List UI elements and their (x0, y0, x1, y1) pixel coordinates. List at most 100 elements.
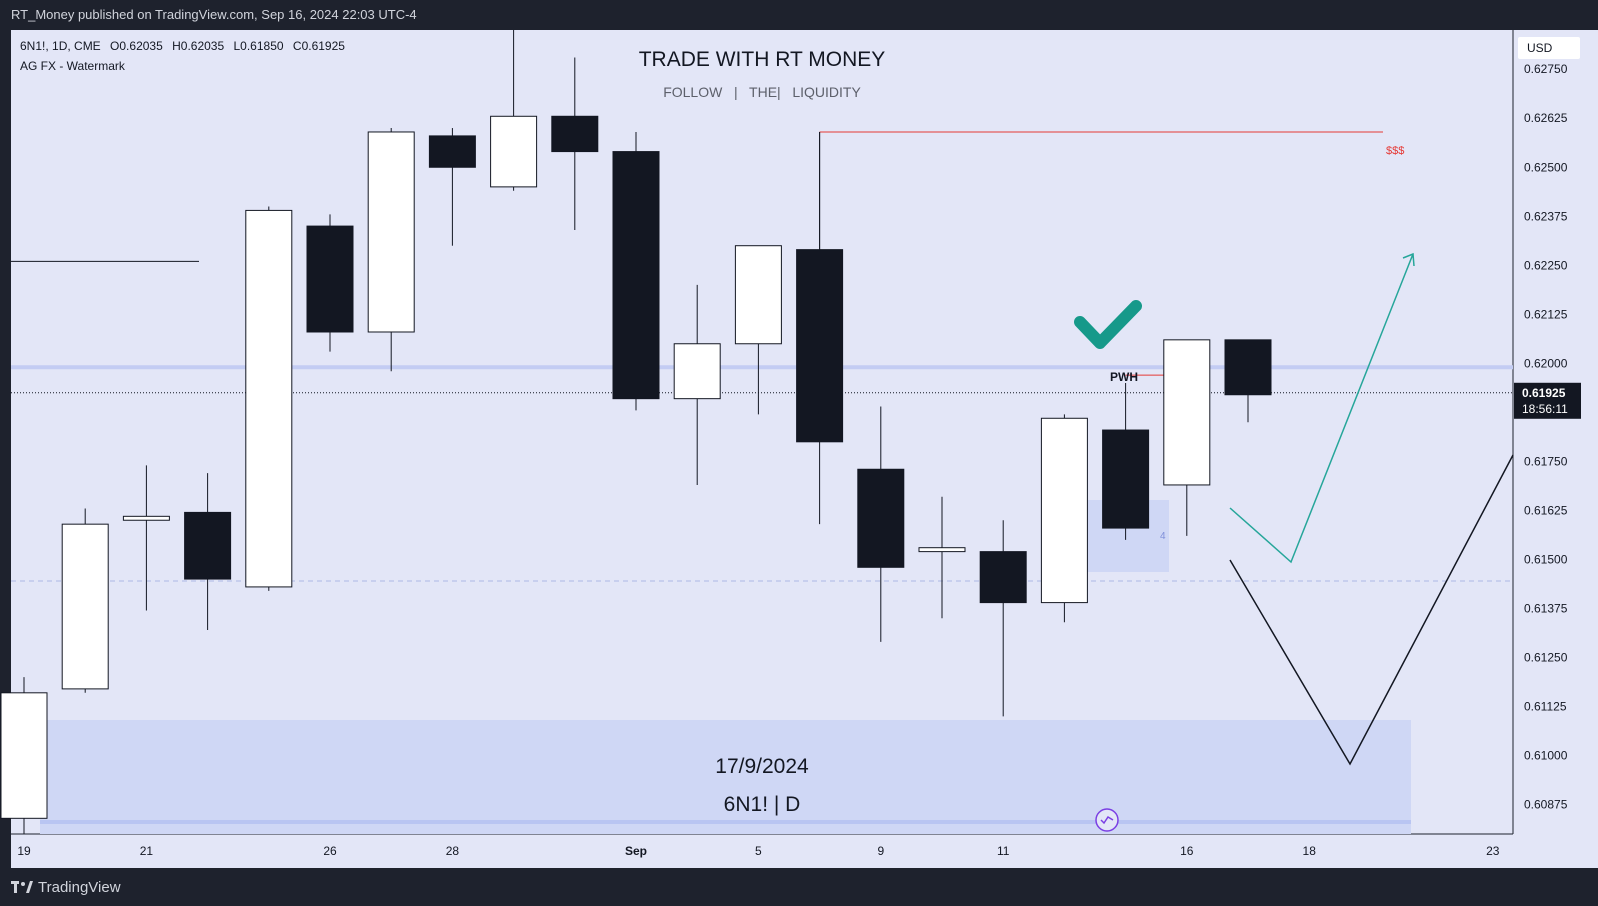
y-tick-label: 0.62375 (1524, 209, 1568, 223)
goto-realtime-icon[interactable] (1095, 808, 1119, 832)
y-tick-label: 0.62750 (1524, 62, 1568, 76)
liquidity-label: $$$ (1386, 145, 1404, 157)
currency-button[interactable]: USD (1518, 37, 1580, 59)
candle[interactable] (0, 677, 48, 834)
currency-label: USD (1527, 41, 1553, 55)
candle-body (918, 547, 966, 553)
current-price: 0.61925 (1522, 386, 1566, 400)
candle-body (1102, 429, 1150, 529)
legend-high: H0.62035 (172, 39, 224, 53)
watermark-date: 17/9/2024 (715, 755, 809, 778)
tradingview-logo[interactable]: TradingView (11, 878, 121, 896)
publisher-text: RT_Money published on TradingView.com, S… (11, 7, 417, 22)
candle[interactable] (367, 128, 415, 372)
candle-body (490, 115, 538, 188)
candle-body (245, 209, 293, 588)
watermark-subtitle: FOLLOW | THE| LIQUIDITY (663, 84, 861, 100)
x-tick-label: Sep (625, 844, 647, 858)
y-tick-label: 0.62000 (1524, 356, 1568, 370)
x-tick-label: 26 (323, 844, 337, 858)
chart-area[interactable]: 4 0.62750 0.62625 0.62500 0.62375 0.62250 0.6… (0, 0, 1598, 868)
y-tick-label: 0.61625 (1524, 503, 1568, 517)
candle-body (428, 135, 476, 168)
tradingview-brand: TradingView (38, 878, 121, 896)
x-tick-label: 21 (140, 844, 154, 858)
candle[interactable] (122, 465, 170, 611)
candle[interactable] (184, 473, 232, 631)
y-tick-label: 0.61750 (1524, 454, 1568, 468)
demand-zone[interactable] (40, 720, 1411, 834)
y-tick-label: 0.61000 (1524, 749, 1568, 763)
candle[interactable] (612, 131, 660, 411)
publisher-bar: RT_Money published on TradingView.com, S… (0, 0, 1598, 30)
candle-body (184, 511, 232, 580)
projection-arrowhead (1402, 252, 1415, 267)
candle[interactable] (857, 406, 905, 642)
candle[interactable] (1224, 339, 1272, 423)
countdown: 18:56:11 (1522, 402, 1568, 416)
footer-bar: TradingView (0, 868, 1598, 906)
x-tick-label: 28 (446, 844, 460, 858)
x-tick-label: 18 (1303, 844, 1317, 858)
candle-body (857, 468, 905, 568)
watermark-symbol: 6N1! | D (724, 793, 801, 816)
legend-symbol: 6N1!, 1D, CME O0.62035 H0.62035 L0.61850… (20, 39, 345, 53)
candle[interactable] (1163, 339, 1211, 536)
candle-body (673, 343, 721, 400)
y-tick-label: 0.62625 (1524, 111, 1568, 125)
candle[interactable] (673, 284, 721, 485)
legend-open: O0.62035 (110, 39, 163, 53)
y-tick-label: 0.62500 (1524, 160, 1568, 174)
y-tick-label: 0.60875 (1524, 798, 1568, 812)
check-icon (1074, 300, 1142, 349)
candle-body (1224, 339, 1272, 396)
x-tick-label: 16 (1180, 844, 1194, 858)
pwh-label: PWH (1110, 370, 1138, 384)
candle[interactable] (490, 30, 538, 191)
projection-path-black[interactable] (1229, 454, 1514, 766)
fvg-zone-number: 4 (1160, 531, 1166, 542)
candle-body (0, 692, 48, 819)
legend-indicator: AG FX - Watermark (20, 59, 126, 73)
candle[interactable] (1102, 382, 1150, 540)
y-tick-label: 0.61125 (1524, 700, 1567, 714)
candle-body (122, 515, 170, 521)
candle-body (1040, 417, 1088, 604)
candle[interactable] (796, 131, 844, 525)
tradingview-logo-icon (11, 881, 33, 893)
candle[interactable] (61, 508, 109, 693)
candle[interactable] (1040, 414, 1088, 623)
x-tick-label: 9 (877, 844, 884, 858)
current-price-tag: 0.61925 18:56:11 (1514, 382, 1581, 419)
legend-close: C0.61925 (293, 39, 345, 53)
candle[interactable] (428, 128, 476, 246)
x-tick-label: 5 (755, 844, 762, 858)
y-tick-label: 0.62125 (1524, 307, 1568, 321)
candle-body (61, 523, 109, 690)
candle[interactable] (306, 214, 354, 352)
candle-body (734, 245, 782, 345)
x-tick-label: 11 (997, 844, 1010, 858)
projection-path-teal[interactable] (1229, 253, 1414, 564)
candle[interactable] (551, 57, 599, 231)
chart-pane[interactable] (11, 30, 1513, 834)
candle-body (551, 115, 599, 153)
y-tick-label: 0.62250 (1524, 258, 1568, 272)
candle-body (306, 225, 354, 333)
price-axis[interactable] (1513, 30, 1598, 834)
candle-body (367, 131, 415, 333)
time-axis[interactable] (11, 834, 1598, 868)
y-tick-label: 0.61500 (1524, 552, 1568, 566)
x-tick-label: 23 (1486, 844, 1500, 858)
candle-body (979, 551, 1027, 604)
candle[interactable] (979, 520, 1027, 717)
candle-body (612, 151, 660, 400)
y-tick-label: 0.61375 (1524, 601, 1568, 615)
candle[interactable] (734, 245, 782, 415)
candle[interactable] (918, 496, 966, 619)
legend-low: L0.61850 (234, 39, 284, 53)
candle[interactable] (245, 206, 293, 591)
candle-body (796, 249, 844, 443)
candle-body (1163, 339, 1211, 486)
x-tick-label: 19 (17, 844, 31, 858)
